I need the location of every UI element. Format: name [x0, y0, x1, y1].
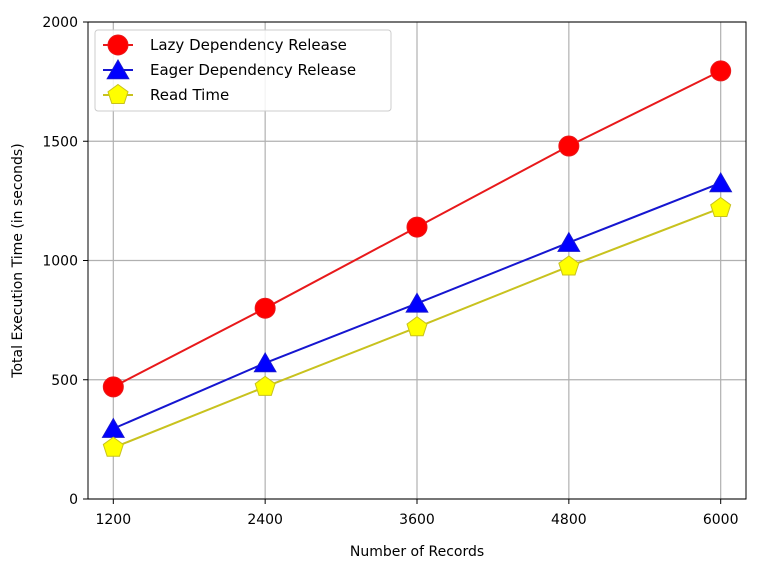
legend: Lazy Dependency Release Eager Dependency …: [94, 29, 392, 112]
data-point-triangle: [253, 352, 277, 373]
x-tick-label: 3600: [399, 512, 435, 528]
y-tick-label: 1000: [42, 254, 78, 270]
legend-box: [94, 29, 392, 112]
legend-marker-circle: [107, 34, 129, 56]
legend-items: Lazy Dependency Release Eager Dependency …: [103, 34, 356, 104]
data-point-triangle: [557, 231, 581, 252]
legend-label: Eager Dependency Release: [150, 61, 356, 79]
data-point-circle: [558, 135, 580, 157]
x-tick-label: 2400: [247, 512, 283, 528]
y-tick-label: 0: [69, 492, 78, 508]
data-point-circle: [102, 376, 124, 398]
y-axis-label: Total Execution Time (in seconds): [10, 143, 26, 378]
data-point-pentagon: [406, 316, 428, 337]
data-point-pentagon: [254, 375, 276, 396]
y-tick-label: 2000: [42, 15, 78, 31]
data-point-circle: [710, 60, 732, 82]
y-tick-label: 500: [51, 373, 78, 389]
x-tick-label: 4800: [551, 512, 587, 528]
y-axis-ticks: 0 500 1000 1500 2000: [42, 15, 88, 508]
y-tick-label: 1500: [42, 134, 78, 150]
legend-label: Lazy Dependency Release: [150, 36, 347, 54]
data-point-triangle: [405, 292, 429, 313]
data-point-circle: [254, 297, 276, 319]
x-tick-label: 1200: [95, 512, 131, 528]
data-point-pentagon: [558, 255, 580, 276]
legend-label: Read Time: [150, 86, 229, 104]
x-axis-label: Number of Records: [350, 544, 484, 560]
series-markers: [101, 60, 733, 457]
data-point-circle: [406, 216, 428, 238]
legend-marker-pentagon: [107, 83, 129, 104]
data-point-triangle: [709, 171, 733, 193]
x-axis-ticks: 1200 2400 3600 4800 6000: [95, 499, 739, 528]
legend-marker-triangle: [106, 59, 130, 80]
x-tick-label: 6000: [703, 512, 739, 528]
data-point-pentagon: [710, 196, 732, 218]
data-point-pentagon: [102, 436, 124, 457]
